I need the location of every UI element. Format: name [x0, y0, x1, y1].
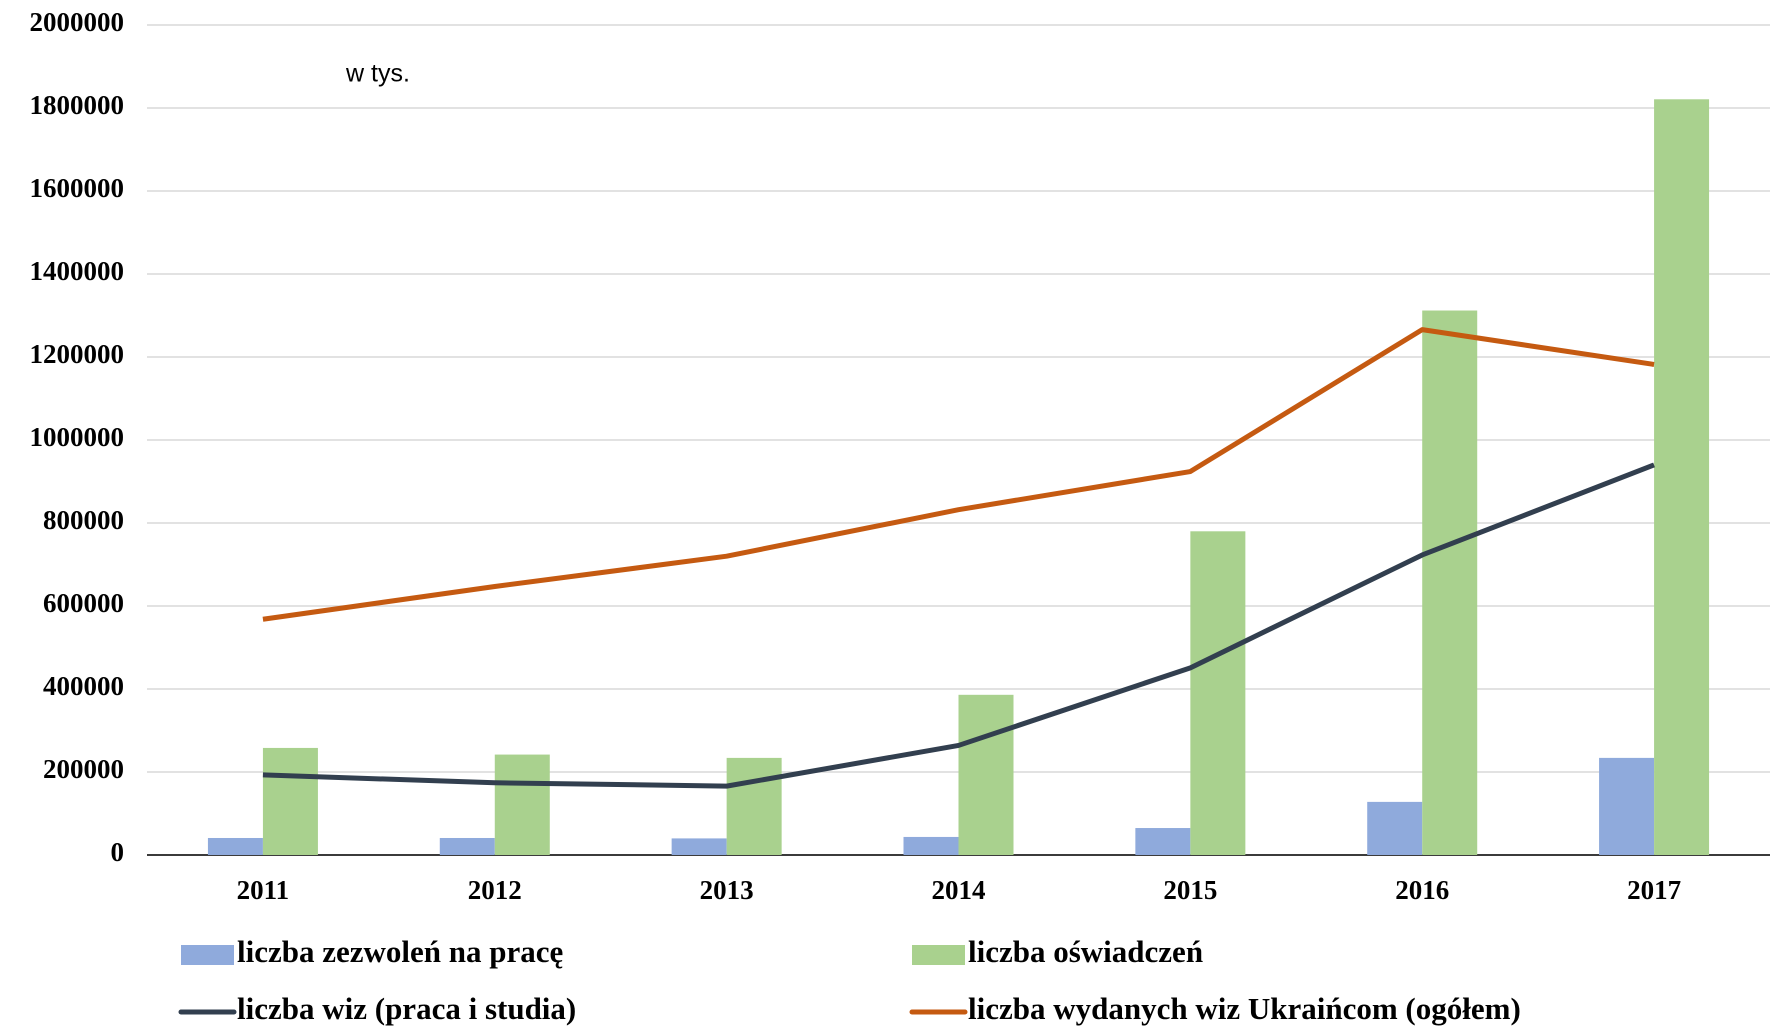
y-tick-label: 400000 [43, 671, 124, 701]
y-tick-label: 2000000 [30, 7, 125, 37]
legend-label: liczba wiz (praca i studia) [237, 991, 576, 1026]
bar [1422, 310, 1478, 855]
y-tick-label: 1200000 [30, 339, 125, 369]
y-tick-label: 200000 [43, 754, 124, 784]
x-tick-label: 2017 [1627, 875, 1681, 905]
y-tick-label: 800000 [43, 505, 124, 535]
x-tick-label: 2015 [1163, 875, 1217, 905]
x-tick-label: 2016 [1395, 875, 1449, 905]
legend-swatch [181, 945, 234, 965]
legend-swatch [912, 945, 965, 965]
bar [671, 838, 727, 855]
bar [1367, 801, 1423, 855]
bar [494, 754, 550, 855]
line [262, 327, 1655, 622]
y-tick-label: 0 [111, 837, 125, 867]
bar [262, 747, 318, 855]
bar [1599, 757, 1655, 855]
bar [439, 837, 495, 855]
x-tick-label: 2013 [700, 875, 754, 905]
y-tick-label: 1000000 [30, 422, 125, 452]
legend-label: liczba zezwoleń na pracę [237, 934, 563, 969]
legend-label: liczba oświadczeń [968, 934, 1203, 969]
bar [1135, 828, 1191, 855]
bar [903, 836, 959, 855]
bar [726, 757, 782, 855]
y-tick-label: 1600000 [30, 173, 125, 203]
x-tick-label: 2012 [468, 875, 522, 905]
bar [1190, 531, 1246, 855]
x-tick-label: 2011 [237, 875, 290, 905]
line [262, 462, 1655, 789]
bar [1654, 99, 1710, 855]
y-tick-label: 1400000 [30, 256, 125, 286]
legend-label: liczba wydanych wiz Ukraińcom (ogółem) [968, 991, 1521, 1026]
y-tick-label: 600000 [43, 588, 124, 618]
bar [958, 694, 1014, 855]
bar [207, 837, 263, 855]
annotation: w tys. [345, 60, 410, 88]
y-tick-label: 1800000 [30, 90, 125, 120]
x-tick-label: 2014 [932, 875, 986, 905]
